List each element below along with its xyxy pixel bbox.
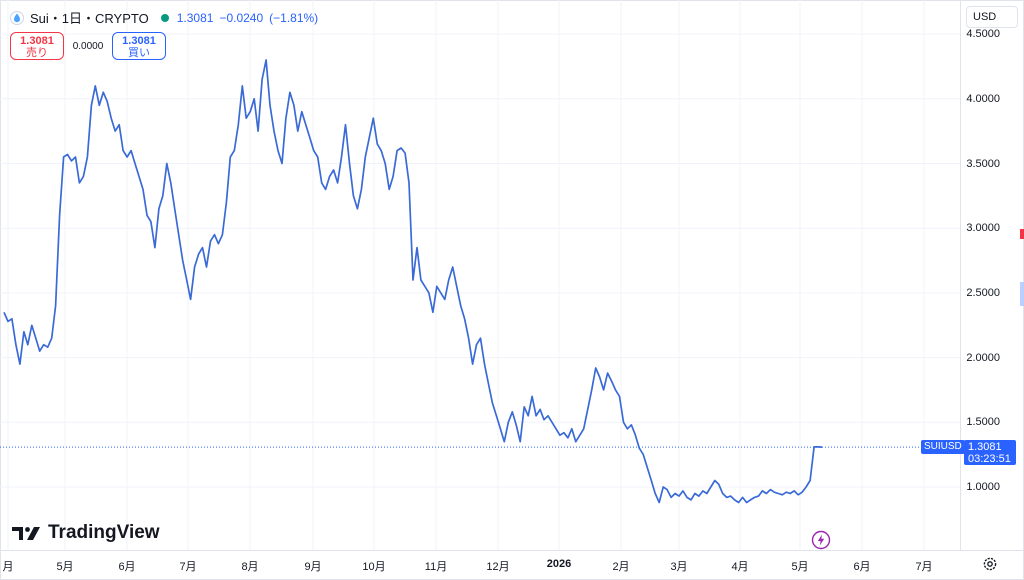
x-tick-label: 月 (2, 561, 14, 573)
last-price-tag: 1.3081 03:23:51 (964, 440, 1016, 465)
bar-countdown: 03:23:51 (968, 453, 1011, 465)
buy-edge-marker (1020, 282, 1024, 306)
x-tick-label: 12月 (486, 561, 510, 573)
y-tick-label: 3.5000 (966, 157, 1000, 170)
x-tick-label: 3月 (670, 561, 688, 573)
legend-values: 1.3081 −0.0240 (−1.81%) (177, 11, 318, 25)
sell-button[interactable]: 1.3081 売り (10, 32, 64, 60)
symbol-price-tag: SUIUSD (921, 440, 965, 454)
y-tick-label: 2.0000 (966, 351, 1000, 364)
symbol-tag-text: SUIUSD (924, 441, 962, 452)
symbol-title[interactable]: Sui・1日・CRYPTO (30, 11, 149, 26)
x-tick-label: 7月 (915, 561, 933, 573)
x-tick-label: 2月 (612, 561, 630, 573)
currency-selector[interactable]: USD (966, 6, 1018, 28)
y-tick-label: 1.0000 (966, 481, 1000, 493)
settings-gear-icon[interactable] (982, 556, 998, 572)
price-series-line (3, 59, 823, 504)
buy-label: 買い (128, 47, 150, 59)
legend-change: −0.0240 (219, 10, 264, 25)
watermark-text: TradingView (48, 522, 160, 543)
x-tick-label: 11月 (424, 561, 448, 573)
sell-label: 売り (26, 47, 48, 59)
sell-price: 1.3081 (20, 35, 54, 47)
legend-change-percent: (−1.81%) (269, 10, 319, 25)
market-status-dot (160, 13, 169, 22)
y-tick-label: 2.5000 (966, 286, 1000, 299)
x-tick-label: 8月 (241, 561, 259, 573)
legend-last-price: 1.3081 (176, 10, 214, 25)
x-tick-label: 2026 (546, 558, 572, 570)
buy-button[interactable]: 1.3081 買い (112, 32, 166, 60)
y-tick-label: 4.0000 (966, 92, 1000, 105)
y-tick-label: 1.5000 (966, 416, 1000, 429)
sui-drop-icon (10, 10, 24, 25)
currency-label: USD (973, 11, 997, 23)
x-tick-label: 4月 (731, 561, 749, 573)
last-price-tag-value: 1.3081 (968, 441, 1002, 453)
x-tick-label: 7月 (179, 561, 197, 573)
sell-edge-marker (1020, 229, 1024, 239)
buy-price: 1.3081 (122, 35, 156, 47)
price-chart[interactable] (0, 0, 960, 550)
spread-value: 0.0000 (72, 40, 104, 52)
price-axis-divider (960, 0, 961, 550)
tradingview-watermark[interactable]: TradingView (12, 522, 160, 544)
trade-buttons: 1.3081 売り 0.0000 1.3081 買い (10, 32, 166, 60)
x-tick-label: 5月 (791, 561, 809, 573)
y-tick-label: 3.0000 (966, 222, 1000, 235)
y-tick-label: 4.5000 (966, 28, 1000, 41)
x-tick-label: 6月 (118, 561, 136, 573)
tradingview-logo-icon (12, 527, 40, 540)
time-axis-divider (0, 550, 1024, 551)
lightning-icon[interactable] (811, 530, 831, 550)
x-tick-label: 10月 (362, 561, 386, 573)
x-tick-label: 6月 (853, 561, 871, 573)
chart-legend: Sui・1日・CRYPTO 1.3081 −0.0240 (−1.81%) (10, 8, 318, 27)
x-tick-label: 5月 (56, 561, 74, 573)
x-tick-label: 9月 (304, 561, 322, 573)
